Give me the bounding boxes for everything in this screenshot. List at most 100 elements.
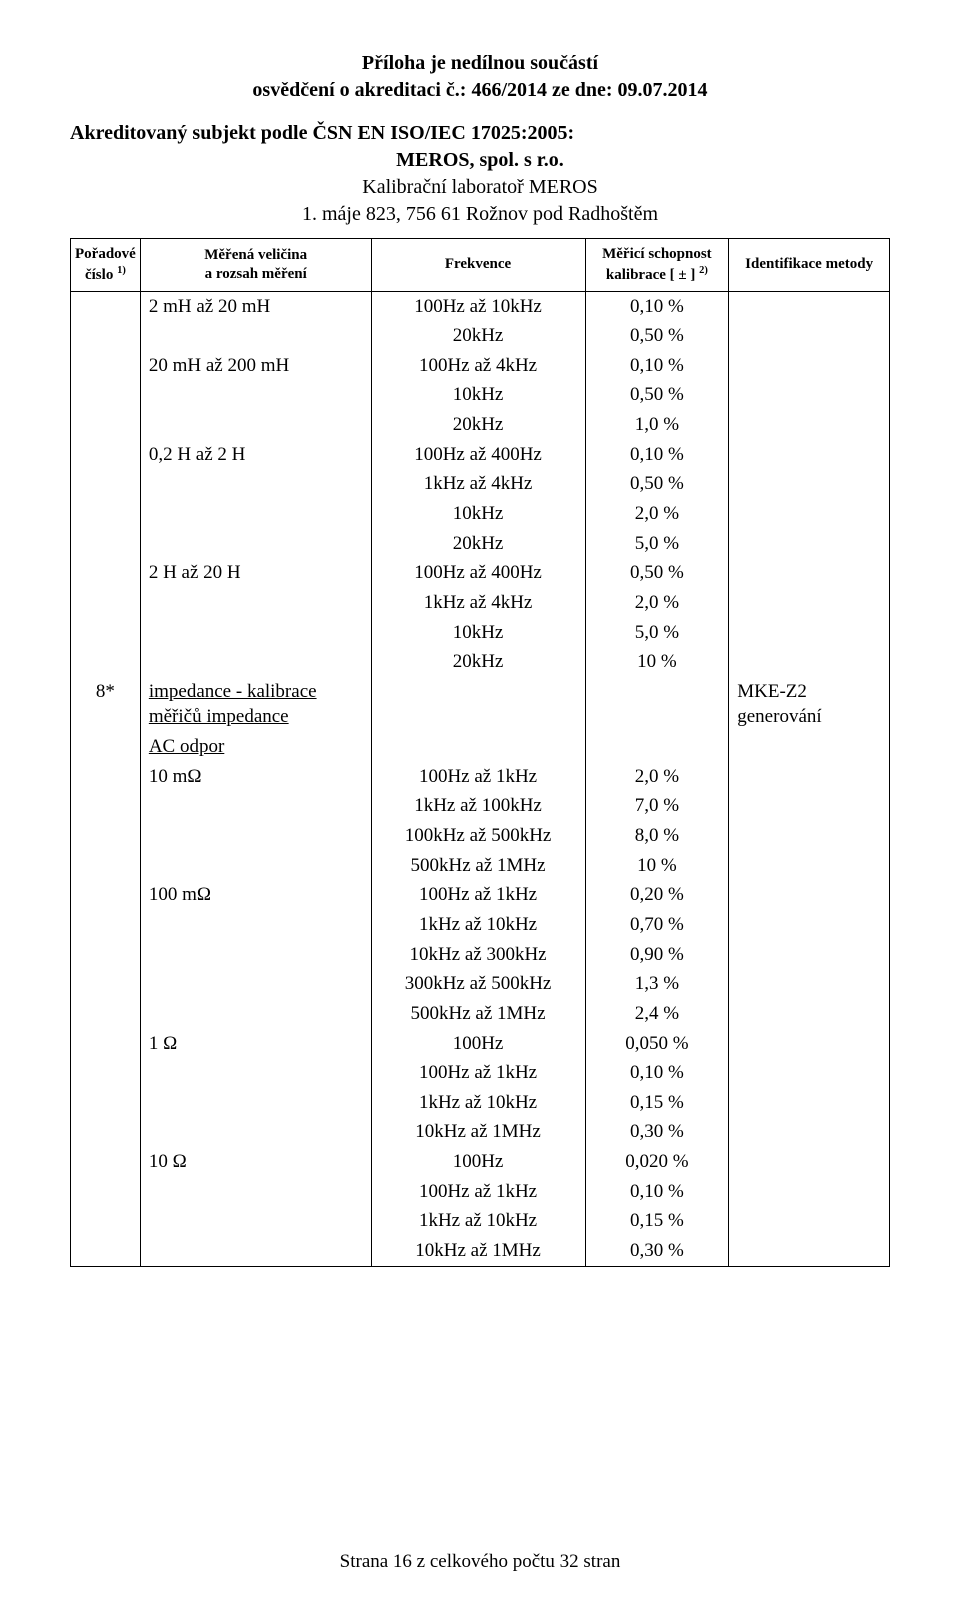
cell-freq: 1kHz až 100kHz	[371, 791, 585, 821]
table-row: 10 Ω 100Hz 0,020 %	[71, 1147, 890, 1177]
cell-meas: 2 mH až 20 mH	[140, 291, 371, 321]
table-row: 0,2 H až 2 H 100Hz až 400Hz 0,10 %	[71, 440, 890, 470]
cell-freq: 100Hz až 4kHz	[371, 351, 585, 381]
cell-abil: 0,10 %	[585, 291, 729, 321]
col-ability-sup: 2)	[699, 265, 708, 276]
table-row: 300kHz až 500kHz 1,3 %	[71, 969, 890, 999]
col-ordinal: Pořadové číslo 1)	[71, 239, 141, 292]
cell-freq: 20kHz	[371, 321, 585, 351]
cell-freq: 10kHz až 1MHz	[371, 1117, 585, 1147]
cell-meas: 20 mH až 200 mH	[140, 351, 371, 381]
table-row: 100Hz až 1kHz 0,10 %	[71, 1177, 890, 1207]
cell-meas: 10 mΩ	[140, 762, 371, 792]
table-row: 1kHz až 10kHz 0,70 %	[71, 910, 890, 940]
cell-freq: 100kHz až 500kHz	[371, 821, 585, 851]
cell-abil: 1,3 %	[585, 969, 729, 999]
cell-meas-u: AC odpor	[149, 736, 224, 757]
col-ordinal-l1: Pořadové	[75, 246, 136, 262]
cell-abil: 0,50 %	[585, 380, 729, 410]
cell-abil: 1,0 %	[585, 410, 729, 440]
cell-meas-u2: měřičů impedance	[149, 706, 289, 727]
cell-abil: 10 %	[585, 851, 729, 881]
cell-freq: 10kHz	[371, 380, 585, 410]
cell-abil: 0,50 %	[585, 321, 729, 351]
table-row: 10kHz až 1MHz 0,30 %	[71, 1117, 890, 1147]
table-row: 10kHz 0,50 %	[71, 380, 890, 410]
cell-freq: 1kHz až 10kHz	[371, 1206, 585, 1236]
page-footer: Strana 16 z celkového počtu 32 stran	[0, 1551, 960, 1573]
col-ability-l2: kalibrace [ ± ]	[606, 267, 695, 283]
table-row: 500kHz až 1MHz 10 %	[71, 851, 890, 881]
table-row: 20kHz 10 %	[71, 647, 890, 677]
table-row: 1kHz až 10kHz 0,15 %	[71, 1088, 890, 1118]
accredited-subject: Akreditovaný subjekt podle ČSN EN ISO/IE…	[70, 120, 890, 228]
cell-abil: 0,10 %	[585, 1177, 729, 1207]
cell-meas: 100 mΩ	[140, 880, 371, 910]
cell-freq: 100Hz až 1kHz	[371, 880, 585, 910]
header-line-2: osvědčení o akreditaci č.: 466/2014 ze d…	[70, 77, 890, 104]
cell-freq: 20kHz	[371, 647, 585, 677]
cell-freq: 100Hz až 400Hz	[371, 440, 585, 470]
table-header-row: Pořadové číslo 1) Měřená veličina a rozs…	[71, 239, 890, 292]
table-row: 500kHz až 1MHz 2,4 %	[71, 999, 890, 1029]
cell-abil: 0,30 %	[585, 1117, 729, 1147]
cell-freq: 20kHz	[371, 529, 585, 559]
subject-line-3: Kalibrační laboratoř MEROS	[70, 174, 890, 201]
cell-freq: 500kHz až 1MHz	[371, 851, 585, 881]
subject-line-4: 1. máje 823, 756 61 Rožnov pod Radhoštěm	[70, 201, 890, 228]
cell-abil: 8,0 %	[585, 821, 729, 851]
cell-abil: 0,050 %	[585, 1029, 729, 1059]
cell-meas: 0,2 H až 2 H	[140, 440, 371, 470]
subject-line-2: MEROS, spol. s r.o.	[70, 147, 890, 174]
cell-abil: 2,0 %	[585, 588, 729, 618]
cell-ord: 8*	[71, 677, 141, 732]
table-row: 1kHz až 4kHz 0,50 %	[71, 469, 890, 499]
table-row: 20kHz 5,0 %	[71, 529, 890, 559]
col-identification: Identifikace metody	[729, 239, 890, 292]
cell-abil: 0,10 %	[585, 351, 729, 381]
col-measured-l1: Měřená veličina	[204, 247, 307, 263]
cell-abil: 0,15 %	[585, 1206, 729, 1236]
cell-freq: 100Hz až 1kHz	[371, 762, 585, 792]
table-row: 20 mH až 200 mH 100Hz až 4kHz 0,10 %	[71, 351, 890, 381]
table-row: 8* impedance - kalibrace měřičů impedanc…	[71, 677, 890, 732]
cell-meas-u1: impedance - kalibrace	[149, 681, 317, 702]
table-row: 10kHz až 300kHz 0,90 %	[71, 940, 890, 970]
table-row: 2 H až 20 H 100Hz až 400Hz 0,50 %	[71, 558, 890, 588]
cell-meas: 2 H až 20 H	[140, 558, 371, 588]
cell-freq: 1kHz až 10kHz	[371, 910, 585, 940]
cell-freq: 300kHz až 500kHz	[371, 969, 585, 999]
col-measured: Měřená veličina a rozsah měření	[140, 239, 371, 292]
cell-abil: 5,0 %	[585, 529, 729, 559]
cell-freq: 1kHz až 10kHz	[371, 1088, 585, 1118]
col-ability-l1: Měřicí schopnost	[602, 246, 712, 262]
cell-meas: 1 Ω	[140, 1029, 371, 1059]
cell-freq: 10kHz až 300kHz	[371, 940, 585, 970]
table-row: 100 mΩ 100Hz až 1kHz 0,20 %	[71, 880, 890, 910]
cell-freq: 1kHz až 4kHz	[371, 588, 585, 618]
cell-abil: 2,0 %	[585, 499, 729, 529]
table-row: 10kHz 2,0 %	[71, 499, 890, 529]
cell-freq: 100Hz až 10kHz	[371, 291, 585, 321]
cell-freq: 500kHz až 1MHz	[371, 999, 585, 1029]
header-line-1: Příloha je nedílnou součástí	[70, 50, 890, 77]
cell-abil: 0,90 %	[585, 940, 729, 970]
table-row: 1kHz až 4kHz 2,0 %	[71, 588, 890, 618]
cell-ident-1: MKE-Z2	[737, 681, 807, 702]
cell-abil: 0,70 %	[585, 910, 729, 940]
page: Příloha je nedílnou součástí osvědčení o…	[0, 0, 960, 1613]
cell-abil: 2,4 %	[585, 999, 729, 1029]
cell-ident-2: generování	[737, 706, 821, 727]
table-row: 100Hz až 1kHz 0,10 %	[71, 1058, 890, 1088]
cell-abil: 7,0 %	[585, 791, 729, 821]
col-measured-l2: a rozsah měření	[205, 266, 307, 282]
table-row: 10kHz až 1MHz 0,30 %	[71, 1236, 890, 1266]
cell-freq: 10kHz	[371, 618, 585, 648]
cell-abil: 2,0 %	[585, 762, 729, 792]
cell-freq: 100Hz až 1kHz	[371, 1177, 585, 1207]
table-row: 1kHz až 10kHz 0,15 %	[71, 1206, 890, 1236]
cell-freq: 10kHz až 1MHz	[371, 1236, 585, 1266]
attachment-header: Příloha je nedílnou součástí osvědčení o…	[70, 50, 890, 104]
col-ability: Měřicí schopnost kalibrace [ ± ] 2)	[585, 239, 729, 292]
table-row: 1kHz až 100kHz 7,0 %	[71, 791, 890, 821]
